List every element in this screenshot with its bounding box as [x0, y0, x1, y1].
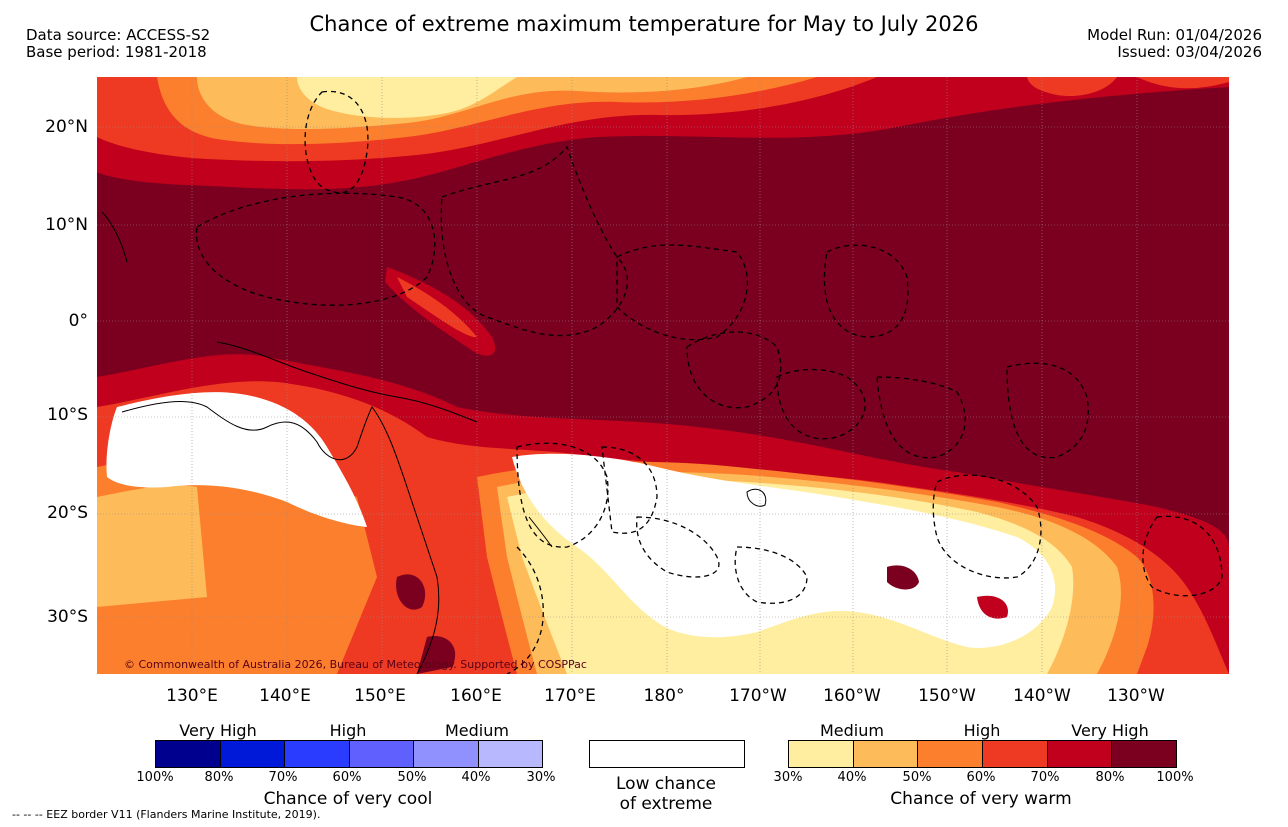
equatorial-tongue [385, 267, 496, 356]
neutral-swatch [589, 740, 745, 768]
source-info: Data source: ACCESS-S2 Base period: 1981… [26, 27, 210, 61]
neutral-caption-line2: of extreme [619, 794, 713, 814]
chart-title: Chance of extreme maximum temperature fo… [309, 12, 979, 36]
lat-label-10n: 10°N [45, 215, 88, 235]
warm-swatch [983, 741, 1048, 767]
warm-tick: 40% [837, 770, 867, 785]
lon-label: 170°W [729, 686, 787, 706]
cool-swatch [220, 741, 285, 767]
cool-tick: 40% [461, 770, 491, 785]
neutral-caption-line1: Low chance [616, 774, 716, 794]
run-info: Model Run: 01/04/2026 Issued: 03/04/2026 [1087, 27, 1262, 61]
lon-label: 140°W [1013, 686, 1071, 706]
base-period: Base period: 1981-2018 [26, 43, 207, 61]
lon-label: 130°E [166, 686, 218, 706]
cool-tick: 30% [526, 770, 556, 785]
cool-level-medium: Medium [445, 721, 509, 740]
cool-tick: 70% [268, 770, 298, 785]
warm-swatch [1112, 741, 1177, 767]
cool-swatch [285, 741, 350, 767]
warm-tick: 80% [1095, 770, 1125, 785]
lat-label-20n: 20°N [45, 117, 88, 137]
neutral-caption: Low chance of extreme [566, 774, 766, 814]
graticule [97, 77, 1229, 674]
cool-level-very-high: Very High [179, 721, 257, 740]
cool-colorbar [155, 740, 543, 768]
warm-tick: 30% [773, 770, 803, 785]
lat-label-20s: 20°S [47, 503, 88, 523]
lat-label-30s: 30°S [47, 607, 88, 627]
lon-label: 150°W [918, 686, 976, 706]
cool-swatch [349, 741, 414, 767]
cool-swatch [478, 741, 542, 767]
warm-tick: 50% [902, 770, 932, 785]
cool-level-high: High [329, 721, 367, 740]
cool-swatch [156, 741, 221, 767]
lon-label: 170°E [544, 686, 596, 706]
northern-warm-region [97, 77, 1229, 190]
warm-swatch [789, 741, 854, 767]
cool-tick: 100% [136, 770, 174, 785]
eez-footnote: -- -- -- EEZ border V11 (Flanders Marine… [12, 808, 321, 821]
lon-label: 180° [643, 686, 685, 706]
cool-tick: 80% [204, 770, 234, 785]
lon-label: 140°E [259, 686, 311, 706]
lon-label: 130°W [1107, 686, 1165, 706]
lon-label: 160°W [823, 686, 881, 706]
lon-label: 160°E [450, 686, 502, 706]
model-run: Model Run: 01/04/2026 [1087, 26, 1262, 44]
cool-tick: 50% [397, 770, 427, 785]
data-source: Data source: ACCESS-S2 [26, 26, 211, 44]
eez-borders [195, 90, 1223, 674]
southern-warm-region [97, 354, 1229, 674]
map-canvas [97, 77, 1229, 674]
warm-tick: 70% [1030, 770, 1060, 785]
lon-label: 150°E [354, 686, 406, 706]
cool-tick: 60% [332, 770, 362, 785]
cool-caption: Chance of very cool [263, 789, 433, 809]
lat-label-10s: 10°S [47, 405, 88, 425]
lat-label-eq: 0° [68, 311, 88, 331]
warm-swatch [1047, 741, 1113, 767]
warm-swatch [918, 741, 984, 767]
warm-tick: 100% [1156, 770, 1194, 785]
warm-level-very-high: Very High [1071, 721, 1149, 740]
warm-caption: Chance of very warm [890, 789, 1072, 809]
warm-level-high: High [963, 721, 1001, 740]
warm-level-medium: Medium [820, 721, 884, 740]
copyright-notice: © Commonwealth of Australia 2026, Bureau… [124, 658, 587, 671]
cool-swatch [414, 741, 479, 767]
warm-tick: 60% [966, 770, 996, 785]
map-area [97, 77, 1229, 674]
warm-colorbar [788, 740, 1177, 768]
issued-date: Issued: 03/04/2026 [1117, 43, 1262, 61]
warm-swatch [853, 741, 919, 767]
